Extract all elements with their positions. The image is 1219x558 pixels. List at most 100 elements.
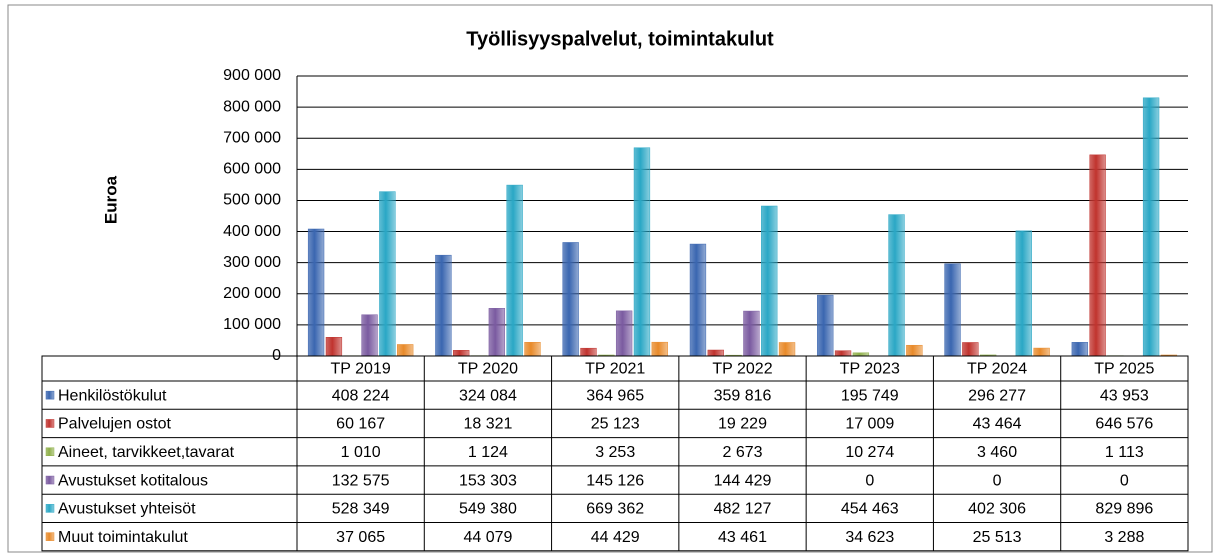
y-tick-label: 700 000	[223, 129, 281, 146]
bar	[453, 350, 470, 357]
bar	[761, 205, 778, 357]
bar	[1142, 97, 1160, 357]
table-value: 132 575	[332, 472, 390, 489]
legend-label: Muut toimintakulut	[58, 529, 188, 546]
x-tick-label: TP 2025	[1094, 361, 1154, 378]
legend-key	[45, 390, 55, 400]
bar	[1089, 154, 1106, 357]
y-tick-label: 600 000	[223, 161, 281, 178]
legend-label: Aineet, tarvikkeet,tavarat	[58, 444, 235, 461]
bar	[506, 184, 523, 357]
x-tick-label: TP 2019	[331, 361, 391, 378]
table-value: 359 816	[714, 387, 772, 404]
legend-label: Palvelujen ostot	[58, 416, 172, 433]
bar	[435, 254, 452, 357]
bar	[689, 243, 707, 357]
table-value: 43 461	[718, 529, 767, 546]
bar	[888, 214, 905, 357]
y-tick-label: 900 000	[223, 67, 281, 84]
table-value: 43 953	[1100, 387, 1149, 404]
table-value: 549 380	[459, 501, 517, 518]
bar	[906, 344, 923, 357]
bar	[1033, 347, 1050, 357]
table-value: 19 229	[718, 416, 767, 433]
table-value: 37 065	[336, 529, 385, 546]
bar	[580, 347, 597, 357]
x-tick-label: TP 2023	[840, 361, 900, 378]
y-tick-label: 300 000	[223, 254, 281, 271]
table-value: 60 167	[336, 416, 385, 433]
chart-title: Työllisyyspalvelut, toimintakulut	[466, 28, 774, 50]
x-tick-label: TP 2021	[585, 361, 645, 378]
x-tick-label: TP 2024	[967, 361, 1027, 378]
bar	[778, 342, 796, 357]
table-value: 1 010	[341, 444, 381, 461]
table-value: 44 429	[591, 529, 640, 546]
table-value: 454 463	[841, 501, 899, 518]
table-value: 0	[1120, 472, 1129, 489]
table-value: 482 127	[714, 501, 772, 518]
table-value: 44 079	[463, 529, 512, 546]
legend-key	[45, 532, 55, 541]
table-value: 364 965	[586, 387, 644, 404]
bar	[633, 147, 651, 357]
legend-key	[45, 475, 55, 485]
table-value: 153 303	[459, 472, 517, 489]
bar	[307, 228, 325, 357]
table-value: 195 749	[841, 387, 899, 404]
x-tick-label: TP 2022	[712, 361, 772, 378]
y-tick-label: 400 000	[223, 223, 281, 240]
legend-key	[45, 504, 55, 513]
table-value: 402 306	[968, 501, 1026, 518]
table-value: 2 673	[722, 444, 762, 461]
table-value: 3 253	[595, 444, 635, 461]
bar	[1071, 342, 1088, 357]
bar	[615, 310, 633, 357]
y-tick-label: 200 000	[223, 285, 281, 302]
table-value: 144 429	[714, 472, 772, 489]
y-tick-label: 500 000	[223, 192, 281, 209]
table-value: 145 126	[586, 472, 644, 489]
bar	[743, 310, 760, 357]
legend-label: Henkilöstökulut	[58, 387, 167, 404]
x-tick-label: TP 2020	[458, 361, 518, 378]
table-value: 18 321	[463, 416, 512, 433]
legend-key	[45, 419, 55, 428]
table-value: 0	[993, 472, 1002, 489]
table-value: 646 576	[1095, 416, 1153, 433]
bar	[1015, 230, 1032, 357]
table-value: 25 123	[591, 416, 640, 433]
table-value: 296 277	[968, 387, 1026, 404]
table-value: 17 009	[845, 416, 894, 433]
bar	[944, 263, 961, 357]
bar	[397, 344, 414, 357]
bar	[488, 308, 505, 357]
legend-key	[45, 447, 55, 456]
bar	[817, 294, 834, 357]
y-tick-label: 800 000	[223, 98, 281, 115]
table-value: 10 274	[845, 444, 894, 461]
legend-label: Avustukset yhteisöt	[58, 501, 196, 518]
bar	[651, 341, 668, 357]
table-value: 528 349	[332, 501, 390, 518]
bar	[524, 342, 541, 357]
legend-label: Avustukset kotitalous	[58, 472, 208, 489]
table-value: 25 513	[973, 529, 1022, 546]
table-value: 3 288	[1104, 529, 1144, 546]
table-value: 3 460	[977, 444, 1017, 461]
table-value: 1 113	[1105, 444, 1144, 461]
bar	[325, 337, 343, 357]
table-value: 0	[865, 472, 874, 489]
y-tick-label: 100 000	[223, 316, 281, 333]
bar	[562, 242, 579, 357]
bar	[962, 342, 979, 357]
table-value: 1 124	[468, 444, 508, 461]
table-value: 324 084	[459, 387, 517, 404]
table-value: 829 896	[1095, 501, 1153, 518]
table-value: 34 623	[845, 529, 894, 546]
bar	[361, 314, 378, 357]
bar	[379, 191, 396, 357]
bar	[707, 349, 724, 357]
table-value: 669 362	[586, 501, 644, 518]
